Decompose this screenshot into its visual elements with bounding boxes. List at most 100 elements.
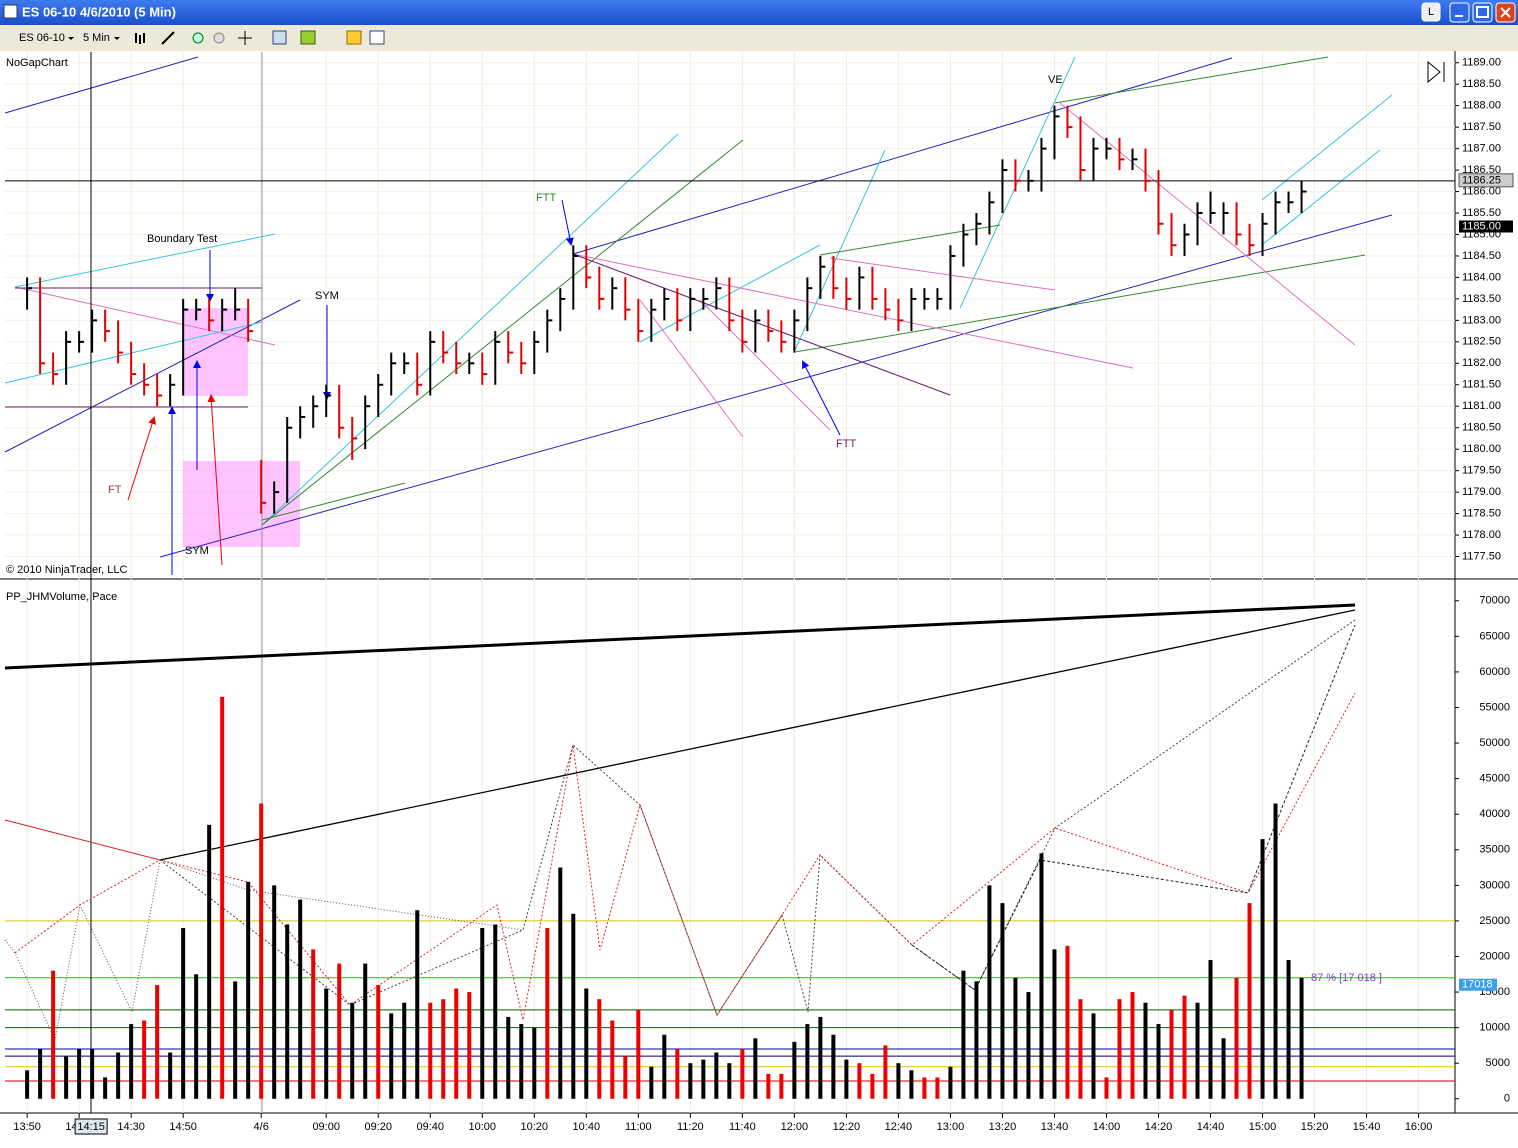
- volume-bar: [831, 1034, 836, 1099]
- x-tick-label: 09:40: [416, 1121, 444, 1133]
- maximize-button[interactable]: [1472, 2, 1493, 23]
- trend-line: [261, 133, 679, 526]
- volume-bar: [116, 1052, 121, 1099]
- strategy-button[interactable]: [300, 30, 316, 45]
- y-tick-label: 1182.50: [1462, 336, 1501, 348]
- x-tick-label: 13:50: [13, 1121, 41, 1133]
- volume-bar: [610, 1020, 615, 1099]
- volume-bar: [25, 1070, 30, 1099]
- volume-bar: [207, 824, 212, 1099]
- window-buttons: L: [1421, 2, 1516, 23]
- volume-bar: [922, 1077, 927, 1099]
- toolbar-icons: [133, 30, 385, 45]
- annotation: SYM: [315, 290, 339, 302]
- annotation: FT: [108, 484, 122, 496]
- dropdown-arrow: [68, 37, 74, 40]
- x-tick-label: 14:40: [1197, 1121, 1225, 1133]
- volume-bar: [246, 881, 251, 1099]
- y-tick-label: 1181.50: [1462, 379, 1501, 391]
- data-box-button[interactable]: [369, 30, 385, 45]
- y-tick-label: 55000: [1479, 701, 1510, 713]
- toolbar: [0, 25, 1518, 51]
- x-tick-label: 14:50: [169, 1121, 197, 1133]
- scroll-end-button[interactable]: [1427, 60, 1445, 84]
- minimize-button[interactable]: [1449, 2, 1470, 23]
- trend-line: [1059, 102, 1356, 346]
- trend-line: [572, 253, 1134, 369]
- volume-bar: [1052, 949, 1057, 1099]
- annotation: VE: [1048, 74, 1063, 86]
- zigzag: [4, 859, 524, 1042]
- trend-line: [829, 257, 1056, 291]
- volume-bar: [90, 1048, 95, 1099]
- volume-bar: [1286, 960, 1291, 1099]
- y-tick-label: 25000: [1479, 915, 1510, 927]
- x-tick-label: 13:20: [989, 1121, 1017, 1133]
- instrument-selector[interactable]: [14, 29, 76, 47]
- volume-bar: [558, 867, 563, 1099]
- volume-bar: [454, 988, 459, 1099]
- bar-icon: [135, 33, 145, 44]
- pace-value-label: 17018: [1462, 979, 1493, 991]
- y-tick-label: 1180.00: [1462, 443, 1501, 455]
- y-tick-label: 30000: [1479, 879, 1510, 891]
- x-tick-label: 12:40: [885, 1121, 913, 1133]
- y-tick-label: 1184.50: [1462, 250, 1501, 262]
- volume-bar: [857, 1063, 862, 1099]
- volume-bar: [350, 1002, 355, 1099]
- volume-bar: [376, 984, 381, 1099]
- volume-bar: [506, 1016, 511, 1099]
- x-tick-label: 16:00: [1405, 1121, 1433, 1133]
- x-tick-label: 09:20: [364, 1121, 392, 1133]
- trend-line: [794, 149, 886, 351]
- zoom-in-button[interactable]: [192, 32, 204, 44]
- volume-bar: [740, 1048, 745, 1099]
- crosshair-button[interactable]: [238, 31, 252, 45]
- volume-bar: [987, 885, 992, 1099]
- trend-line: [1054, 56, 1329, 104]
- x-tick-label: 10:40: [573, 1121, 601, 1133]
- volume-bar: [974, 981, 979, 1099]
- properties-button[interactable]: [272, 30, 287, 45]
- x-tick-label: 11:00: [625, 1121, 652, 1133]
- chart-area: [0, 51, 1518, 1143]
- volume-bar: [545, 928, 550, 1099]
- pace-box: [1459, 978, 1497, 991]
- y-tick-label: 5000: [1486, 1057, 1510, 1069]
- volume-bar: [103, 1077, 108, 1099]
- volume-bar: [961, 970, 966, 1099]
- trend-line: [794, 254, 1366, 353]
- last-price-label: 1186.25: [1462, 175, 1501, 187]
- window-title: ES 06-10 4/6/2010 (5 Min): [22, 4, 176, 19]
- volume-bar: [1273, 803, 1278, 1099]
- pane-title: PP_JHMVolume, Pace: [6, 591, 117, 603]
- link-button[interactable]: [1421, 2, 1441, 22]
- interval-selector[interactable]: [79, 29, 124, 47]
- title-bar: [0, 0, 1518, 25]
- trend-line: [572, 57, 1233, 255]
- trend-line: [159, 214, 1393, 558]
- y-tick-label: 10000: [1479, 1022, 1510, 1034]
- y-tick-label: 1178.00: [1462, 529, 1501, 541]
- plots: [5, 105, 1455, 1099]
- volume-bar: [467, 992, 472, 1099]
- zoom-out-button[interactable]: [213, 32, 225, 44]
- arrow: [561, 199, 574, 246]
- last-price-box: [1458, 173, 1514, 188]
- volume-bar: [389, 1013, 394, 1099]
- x-tick-label: 10:20: [521, 1121, 549, 1133]
- volume-bar: [584, 988, 589, 1099]
- y-tick-label: 35000: [1479, 844, 1510, 856]
- volume-bar: [779, 1073, 784, 1099]
- volume-bar: [896, 1063, 901, 1099]
- y-tick-label: 65000: [1479, 630, 1510, 642]
- trend-line: [4, 819, 161, 861]
- annotation: SYM: [185, 545, 209, 557]
- volume-bar: [636, 1009, 641, 1099]
- volume-bar: [324, 988, 329, 1099]
- volume-bar: [662, 1034, 667, 1099]
- indicator-button[interactable]: [346, 30, 362, 45]
- trend-line: [261, 482, 406, 521]
